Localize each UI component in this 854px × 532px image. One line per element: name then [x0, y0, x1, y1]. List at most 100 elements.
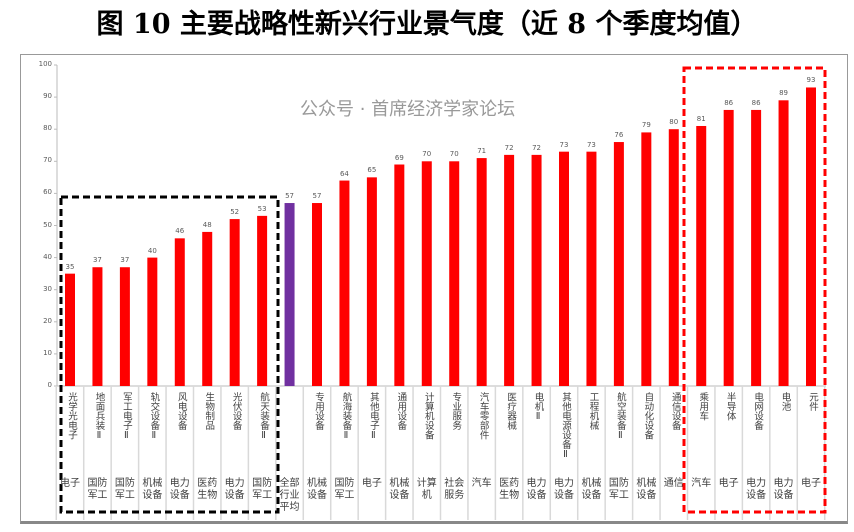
- y-tick-label: 90: [43, 92, 52, 101]
- data-label: 70: [449, 150, 459, 159]
- category-label: 光学光电子: [66, 392, 77, 440]
- bar: [174, 238, 185, 386]
- group-label: 电子: [60, 478, 80, 489]
- bar: [641, 132, 652, 386]
- group-label: 机械设备: [389, 478, 410, 501]
- bar: [476, 158, 487, 386]
- category-label: 汽车零部件: [477, 392, 489, 440]
- group-label: 机械设备: [636, 478, 657, 501]
- bar: [312, 203, 322, 386]
- group-label: 电力设备: [526, 478, 547, 501]
- data-label: 57: [312, 192, 322, 201]
- data-label: 73: [559, 140, 569, 149]
- data-label: 48: [202, 220, 212, 229]
- group-label: 社会服务: [444, 478, 465, 501]
- group-label: 电力设备: [773, 478, 794, 501]
- y-tick-label: 0: [47, 381, 52, 389]
- category-label: 军工电子Ⅱ: [120, 392, 132, 441]
- low-group-box: [59, 195, 280, 514]
- group-label: 全部行业平均: [279, 478, 300, 513]
- y-tick-label: 10: [43, 348, 52, 357]
- category-label: 半导体: [724, 392, 736, 421]
- group-label: 机械设备: [581, 478, 602, 501]
- category-label: 生物制品: [203, 392, 215, 430]
- category-label: 元件: [807, 392, 818, 411]
- bar: [723, 109, 734, 386]
- bar: [531, 154, 542, 386]
- bar: [613, 142, 624, 386]
- group-label: 电子: [801, 478, 821, 489]
- category-label: 光伏设备: [230, 392, 242, 430]
- data-label: 40: [147, 246, 157, 255]
- data-label: 89: [779, 89, 788, 98]
- chart-frame: [20, 54, 848, 524]
- bar: [202, 231, 213, 386]
- category-label: 轨交设备Ⅱ: [148, 392, 160, 441]
- bar: [366, 177, 377, 386]
- category-label: 专业服务: [450, 392, 462, 430]
- group-label: 电子: [361, 478, 382, 489]
- bar: [778, 100, 789, 386]
- data-label: 86: [751, 98, 761, 107]
- data-label: 37: [120, 256, 130, 265]
- data-label: 35: [65, 262, 75, 271]
- group-label: 国防军工: [87, 478, 108, 501]
- data-label: 71: [477, 147, 487, 156]
- data-label: 69: [394, 153, 404, 162]
- bar: [92, 267, 103, 386]
- category-label: 地面兵装Ⅱ: [93, 392, 105, 441]
- data-label: 79: [641, 121, 651, 130]
- high-group-box: [682, 66, 827, 514]
- category-label: 航空装备Ⅱ: [614, 392, 626, 441]
- category-label: 风电设备: [175, 392, 187, 430]
- bar: [559, 151, 569, 386]
- group-label: 医药生物: [499, 478, 520, 501]
- category-label: 专用设备: [313, 392, 324, 430]
- data-label: 37: [92, 256, 102, 265]
- bar: [339, 180, 350, 386]
- y-tick-label: 20: [43, 316, 52, 325]
- data-label: 52: [230, 208, 240, 217]
- data-label: 65: [367, 166, 377, 175]
- group-label: 国防军工: [252, 478, 273, 501]
- group-label: 电力设备: [169, 478, 190, 501]
- data-label: 80: [669, 118, 679, 127]
- bar: [394, 164, 405, 386]
- category-label: 乘用车: [697, 392, 709, 421]
- y-tick-label: 40: [43, 252, 52, 261]
- category-label: 工程机械: [587, 392, 599, 430]
- bar: [504, 154, 515, 386]
- category-label: 电池: [779, 392, 791, 411]
- group-label: 国防军工: [334, 478, 355, 501]
- group-label: 机械设备: [142, 478, 163, 501]
- bar: [284, 203, 295, 386]
- data-label: 57: [285, 192, 294, 201]
- y-tick-label: 60: [43, 188, 52, 197]
- group-label: 电子: [718, 478, 739, 489]
- category-label: 电网设备: [752, 392, 764, 430]
- category-label: 计算机设备: [422, 392, 434, 440]
- bar: [751, 109, 762, 386]
- bar: [696, 125, 707, 387]
- group-label: 电力设备: [224, 478, 245, 501]
- chart-title: 图 10 主要战略性新兴行业景气度（近 8 个季度均值）: [96, 9, 758, 40]
- data-label: 53: [257, 204, 267, 213]
- data-label: 64: [339, 169, 349, 178]
- data-label: 86: [724, 98, 734, 107]
- category-label: 自动化设备: [642, 392, 654, 440]
- bar: [806, 87, 816, 386]
- data-label: 46: [175, 227, 185, 236]
- bar: [449, 161, 460, 386]
- y-tick-label: 30: [43, 284, 52, 293]
- group-label: 汽车: [691, 478, 712, 489]
- group-label: 电力设备: [554, 478, 574, 501]
- data-label: 73: [586, 140, 596, 149]
- bar: [668, 129, 679, 386]
- group-label: 通信: [663, 478, 684, 489]
- data-label: 72: [504, 143, 514, 152]
- group-label: 电力设备: [746, 478, 767, 501]
- bar: [421, 161, 432, 386]
- bar: [586, 151, 597, 386]
- category-label: 通信设备: [669, 392, 681, 430]
